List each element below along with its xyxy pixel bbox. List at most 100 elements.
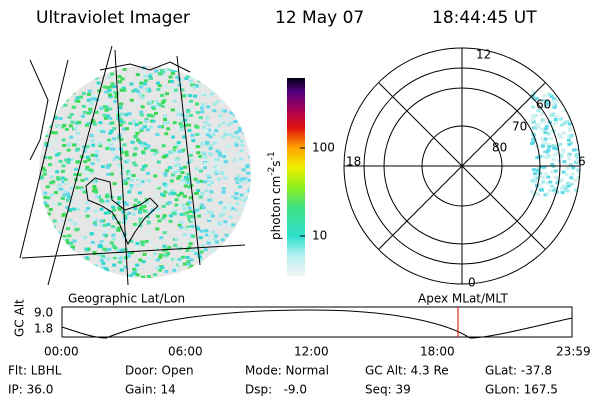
pixel bbox=[209, 211, 214, 215]
pixel bbox=[75, 160, 80, 164]
pixel bbox=[71, 105, 76, 109]
pixel bbox=[210, 169, 215, 172]
pixel bbox=[571, 99, 576, 103]
pixel bbox=[195, 208, 200, 212]
pixel bbox=[51, 66, 56, 70]
pixel bbox=[179, 212, 184, 216]
pixel bbox=[110, 121, 115, 125]
pixel bbox=[123, 217, 128, 221]
pixel bbox=[44, 142, 49, 146]
pixel bbox=[572, 114, 577, 118]
pixel bbox=[48, 71, 52, 75]
pixel bbox=[204, 229, 209, 233]
pixel bbox=[539, 99, 544, 102]
pixel bbox=[106, 257, 111, 261]
pixel bbox=[95, 158, 100, 162]
pixel bbox=[116, 248, 121, 252]
pixel bbox=[157, 219, 162, 223]
pixel bbox=[126, 248, 131, 252]
pixel bbox=[223, 150, 227, 154]
pixel bbox=[158, 256, 163, 259]
pixel bbox=[162, 214, 167, 218]
pixel bbox=[127, 251, 132, 255]
pixel bbox=[165, 92, 169, 96]
pixel bbox=[172, 121, 177, 125]
pixel bbox=[195, 133, 200, 136]
pixel bbox=[44, 132, 49, 136]
pixel bbox=[194, 84, 199, 88]
pixel bbox=[222, 262, 227, 266]
pixel bbox=[117, 75, 122, 79]
coast bbox=[29, 59, 159, 246]
pixel bbox=[187, 180, 192, 184]
pixel bbox=[194, 66, 199, 70]
pixel bbox=[79, 266, 84, 270]
pixel bbox=[217, 151, 222, 155]
pixel bbox=[243, 107, 248, 111]
pixel bbox=[83, 266, 88, 270]
pixel bbox=[60, 101, 65, 105]
pixel bbox=[532, 172, 537, 176]
pixel bbox=[223, 266, 228, 270]
pixel bbox=[553, 117, 558, 121]
pixel bbox=[133, 134, 138, 138]
pixel bbox=[140, 168, 145, 172]
pixel bbox=[172, 145, 177, 149]
pixel bbox=[226, 79, 231, 83]
pixel bbox=[229, 203, 234, 207]
pixel bbox=[245, 164, 250, 168]
pixel bbox=[584, 137, 588, 140]
pixel bbox=[117, 260, 122, 264]
pixel bbox=[582, 130, 586, 133]
pixel bbox=[90, 162, 95, 166]
pixel bbox=[99, 207, 104, 211]
pixel bbox=[59, 272, 64, 276]
pixel bbox=[539, 165, 544, 169]
pixel bbox=[214, 234, 219, 238]
pixel bbox=[543, 172, 548, 176]
pixel bbox=[567, 143, 572, 147]
pixel bbox=[43, 128, 48, 132]
pixel bbox=[221, 121, 226, 125]
pixel bbox=[112, 263, 117, 267]
pixel bbox=[162, 99, 167, 103]
pixel bbox=[173, 151, 178, 155]
pixel bbox=[108, 107, 113, 111]
pixel bbox=[49, 81, 53, 85]
pixel bbox=[177, 257, 182, 261]
pixel bbox=[224, 132, 229, 136]
pixel bbox=[221, 96, 226, 100]
pixel bbox=[93, 223, 98, 227]
pixel bbox=[533, 126, 538, 130]
pixel bbox=[543, 131, 548, 135]
pixel bbox=[117, 166, 122, 170]
pixel bbox=[217, 259, 222, 263]
pixel bbox=[570, 172, 575, 176]
pixel bbox=[121, 257, 126, 261]
pixel bbox=[212, 141, 217, 145]
pixel bbox=[222, 77, 227, 81]
pixel bbox=[557, 159, 562, 163]
pixel bbox=[239, 73, 244, 77]
pixel bbox=[206, 94, 211, 98]
pixel bbox=[171, 211, 176, 215]
pixel bbox=[139, 81, 144, 85]
pixel bbox=[89, 168, 94, 172]
pixel bbox=[212, 126, 217, 130]
pixel bbox=[531, 94, 535, 98]
pixel bbox=[97, 142, 102, 146]
pixel bbox=[145, 128, 150, 132]
pixel bbox=[188, 242, 193, 246]
pixel bbox=[133, 207, 138, 211]
pixel bbox=[573, 119, 577, 123]
pixel bbox=[90, 240, 95, 244]
pixel bbox=[138, 141, 143, 144]
pixel bbox=[574, 96, 579, 99]
pixel bbox=[225, 144, 230, 148]
pixel bbox=[111, 205, 116, 209]
pixel bbox=[535, 156, 540, 160]
pixel bbox=[217, 274, 222, 278]
pixel bbox=[229, 93, 234, 97]
pixel bbox=[244, 269, 249, 273]
pixel bbox=[68, 208, 72, 212]
